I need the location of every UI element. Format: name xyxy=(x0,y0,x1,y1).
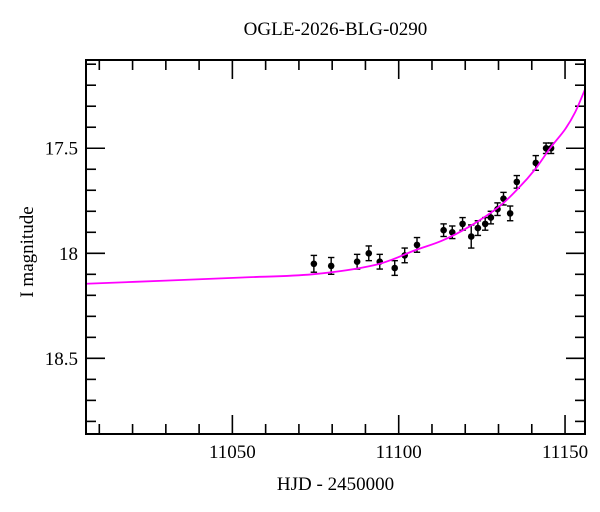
data-point xyxy=(474,224,482,232)
data-point-group xyxy=(391,259,399,277)
data-point xyxy=(353,258,361,266)
data-point xyxy=(467,233,475,240)
data-point-group xyxy=(467,224,475,249)
y-tick-label: 18.5 xyxy=(45,349,78,370)
x-tick-label: 11100 xyxy=(376,442,422,463)
data-point xyxy=(327,262,335,270)
data-point xyxy=(448,228,456,236)
data-point-group xyxy=(440,223,447,238)
data-point xyxy=(487,214,495,221)
data-point-group xyxy=(513,174,521,189)
data-point xyxy=(413,241,421,249)
x-tick-label: 11150 xyxy=(542,442,588,463)
data-point-group xyxy=(376,253,384,270)
data-point xyxy=(365,250,373,257)
data-point-group xyxy=(506,205,514,222)
model-curve xyxy=(86,88,585,285)
data-point xyxy=(391,264,399,272)
data-point xyxy=(532,159,540,167)
data-point xyxy=(506,210,514,217)
y-tick-label: 18 xyxy=(59,244,78,265)
y-axis-label: I magnitude xyxy=(17,206,38,297)
data-point-group xyxy=(459,216,466,231)
axis-tick-labels: 11050 11100 11150 17.5 18 18.5 xyxy=(45,139,588,463)
plot-title: OGLE-2026-BLG-0290 xyxy=(244,19,428,40)
x-tick-label: 11050 xyxy=(209,442,256,463)
data-point xyxy=(310,260,318,268)
x-axis-label: HJD - 2450000 xyxy=(277,474,394,495)
data-point-group xyxy=(353,253,361,270)
data-point xyxy=(459,220,466,228)
plot-frame xyxy=(85,59,586,435)
data-point-group xyxy=(365,245,373,262)
y-tick-label: 17.5 xyxy=(45,139,78,160)
data-point xyxy=(440,226,447,234)
axis-ticks xyxy=(86,60,585,434)
data-series xyxy=(310,142,555,277)
data-point xyxy=(513,178,521,186)
data-point-group xyxy=(310,254,318,273)
data-point-group xyxy=(481,216,489,231)
plot-series xyxy=(86,88,585,285)
data-point xyxy=(542,144,550,152)
data-point xyxy=(481,220,489,228)
